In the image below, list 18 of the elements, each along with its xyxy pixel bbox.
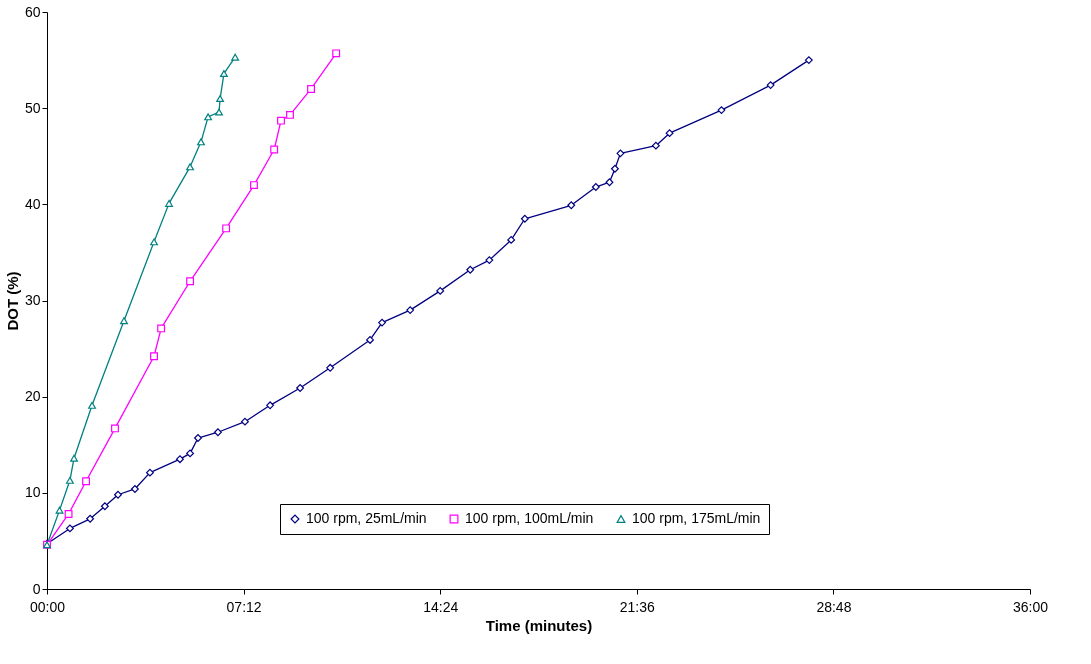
x-tick-label: 14:24 (423, 598, 459, 615)
y-tick-label: 60 (24, 3, 41, 20)
y-axis-title: DOT (%) (3, 271, 21, 331)
y-tick-label: 20 (24, 388, 41, 405)
y-tick-label: 0 (32, 580, 41, 597)
x-axis-title: Time (minutes) (485, 616, 593, 634)
x-tick-label: 36:00 (1012, 598, 1049, 615)
x-tick-label: 07:12 (226, 598, 262, 615)
legend-label: 100 rpm, 175mL/min (632, 510, 761, 526)
x-tick-label: 28:48 (816, 598, 852, 615)
x-tick-label: 21:36 (619, 598, 656, 615)
x-tick-label: 00:00 (29, 598, 66, 615)
legend-label: 100 rpm, 100mL/min (465, 510, 594, 526)
y-tick-label: 10 (24, 484, 41, 501)
y-tick-label: 50 (24, 99, 41, 116)
y-tick-label: 30 (24, 292, 41, 308)
legend-label: 100 rpm, 25mL/min (306, 510, 427, 526)
y-tick-label: 40 (24, 195, 41, 212)
